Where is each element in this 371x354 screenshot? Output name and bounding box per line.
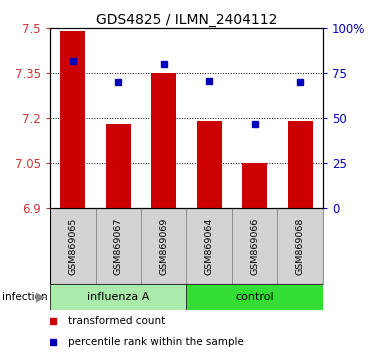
Text: GSM869065: GSM869065 [68,218,77,275]
Text: ▶: ▶ [36,291,46,304]
Bar [151,73,176,209]
Text: GSM869067: GSM869067 [114,218,123,275]
Text: GSM869066: GSM869066 [250,218,259,275]
Bar [187,209,232,284]
Bar [187,284,323,310]
Bar [96,209,141,284]
Bar [278,209,323,284]
Text: influenza A: influenza A [87,292,150,302]
Bar [106,124,131,209]
Bar [197,121,221,209]
Bar [50,284,187,310]
Bar [242,163,267,209]
Bar [288,121,312,209]
Bar [60,31,85,209]
Text: control: control [235,292,274,302]
Text: GSM869064: GSM869064 [205,218,214,275]
Text: percentile rank within the sample: percentile rank within the sample [68,337,244,347]
Text: infection: infection [2,292,47,302]
Bar [232,209,278,284]
Text: transformed count: transformed count [68,316,165,326]
Text: GSM869068: GSM869068 [296,218,305,275]
Text: GSM869069: GSM869069 [159,218,168,275]
Bar [50,209,96,284]
Bar [141,209,187,284]
Title: GDS4825 / ILMN_2404112: GDS4825 / ILMN_2404112 [96,13,277,27]
